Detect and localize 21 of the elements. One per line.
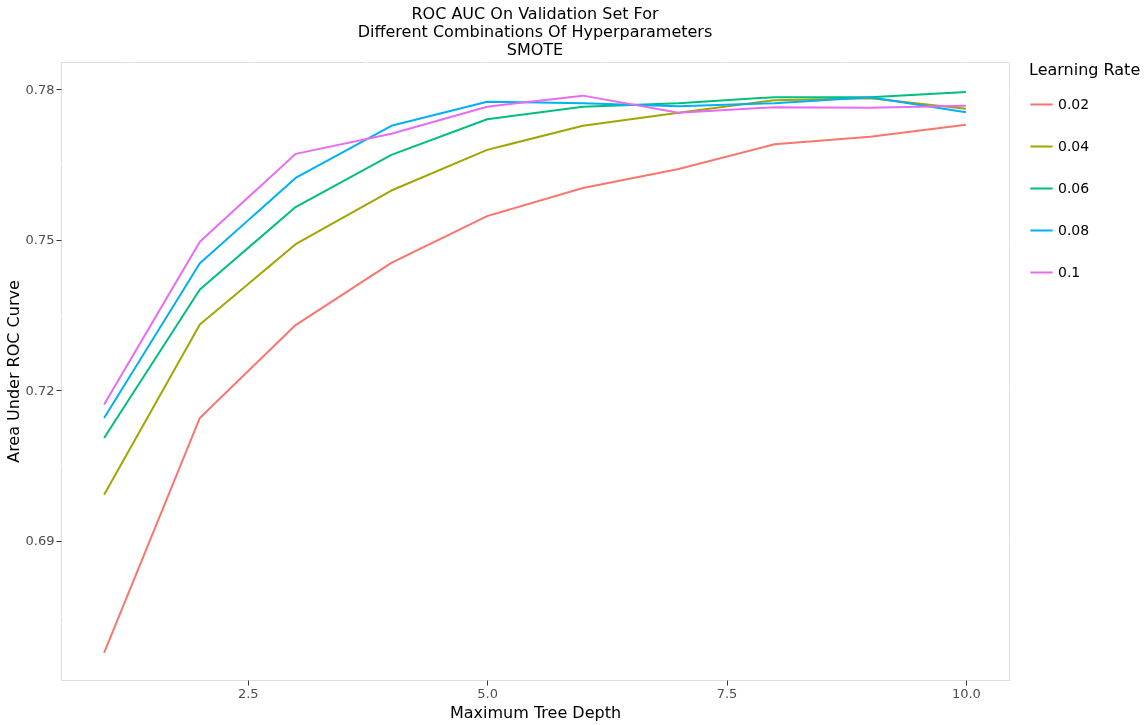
y-tick-label: 0.69 (25, 533, 55, 549)
legend-label: 0.04 (1058, 137, 1090, 154)
x-axis-title: Maximum Tree Depth (449, 702, 622, 722)
x-tick-label: 10.0 (951, 685, 981, 701)
legend-title: Learning Rate (1029, 60, 1141, 79)
legend-label: 0.02 (1058, 95, 1090, 112)
text: ROC AUC On Validation Set For (411, 3, 659, 23)
y-axis-title: Area Under ROC Curve (3, 280, 23, 463)
x-tick-label: 2.5 (237, 685, 259, 701)
line-series (103, 97, 967, 496)
x-tick-label: 7.5 (716, 685, 738, 701)
legend-label: 0.08 (1058, 221, 1090, 238)
text: Different Combinations Of Hyperparameters (357, 21, 713, 41)
y-tick-label: 0.78 (25, 81, 55, 97)
legend-label: 0.06 (1058, 179, 1090, 196)
legend-label: 0.1 (1058, 263, 1081, 280)
line-series (103, 123, 967, 654)
y-tick-label: 0.72 (25, 382, 55, 398)
text: SMOTE (506, 39, 564, 59)
y-tick-label: 0.75 (25, 232, 55, 248)
x-tick-label: 5.0 (477, 685, 498, 701)
